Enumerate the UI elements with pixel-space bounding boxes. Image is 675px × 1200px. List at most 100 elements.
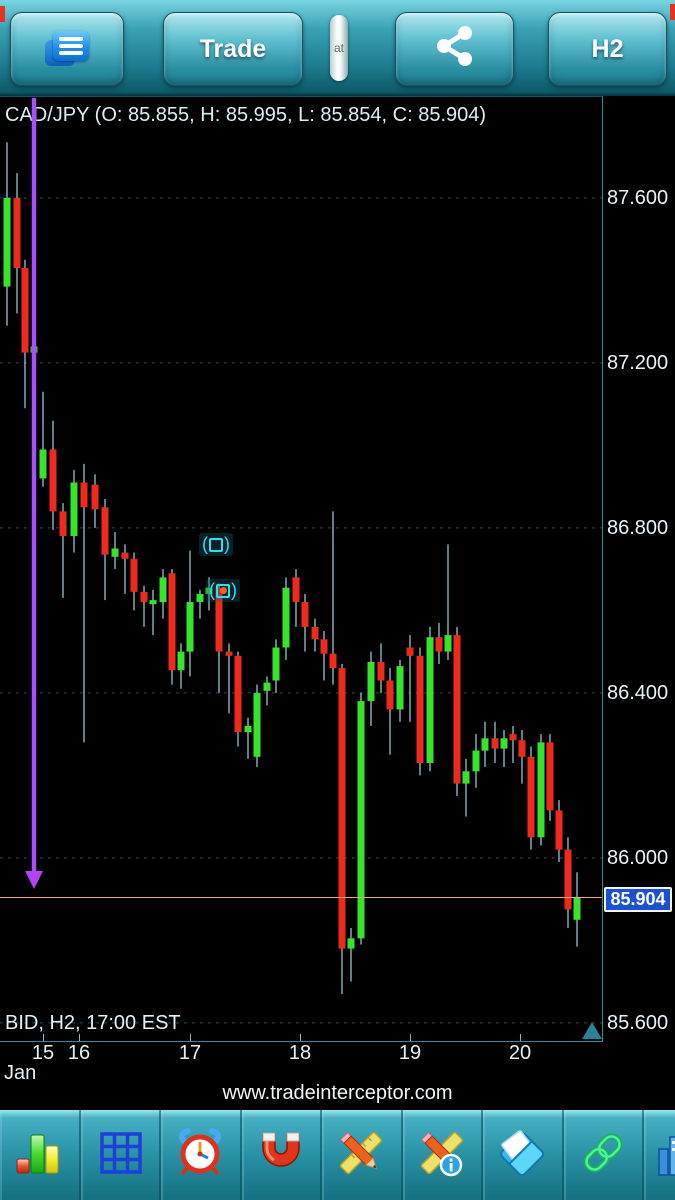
quotes-menu-button[interactable] xyxy=(10,12,124,86)
x-axis-tick xyxy=(410,1034,411,1041)
candle-body-down xyxy=(338,668,346,949)
candle-body-down xyxy=(215,587,223,652)
candle-body-down xyxy=(546,742,554,811)
x-axis-tick xyxy=(520,1034,521,1041)
y-axis-label: 87.600 xyxy=(607,186,669,209)
chart-status-line: BID, H2, 17:00 EST xyxy=(5,1012,181,1034)
candle-body-down xyxy=(518,740,526,757)
drawing-tools-info-icon xyxy=(416,1127,468,1184)
current-price-tag: 85.904 xyxy=(604,887,672,912)
candle-body-down xyxy=(234,655,242,733)
toolbar-item-markets[interactable] xyxy=(644,1110,675,1200)
candle-body-down xyxy=(49,449,57,512)
candle-body-down xyxy=(564,849,572,910)
collapsed-button-label: at xyxy=(333,41,344,55)
candle-body-up xyxy=(263,682,271,691)
candle-body-up xyxy=(39,449,47,479)
toolbar-item-link[interactable] xyxy=(564,1110,644,1200)
x-axis-label: 15 xyxy=(31,1042,55,1064)
toolbar-item-documents[interactable] xyxy=(483,1110,564,1200)
link-icon xyxy=(577,1127,629,1184)
candle-body-down xyxy=(101,507,109,555)
candle-body-up xyxy=(444,635,452,652)
candle-body-down xyxy=(527,756,535,838)
x-axis-label: 17 xyxy=(178,1042,202,1064)
candle-body-down xyxy=(225,651,233,656)
candle-body-up xyxy=(426,637,434,763)
toolbar-item-alerts[interactable] xyxy=(161,1110,242,1200)
bottom-toolbar xyxy=(0,1110,675,1200)
order-marker[interactable]: () xyxy=(206,579,240,602)
chart-region: CAD/JPY (O: 85.855, H: 85.995, L: 85.854… xyxy=(0,96,675,1110)
candle-body-up xyxy=(149,600,157,605)
alarm-clock-icon xyxy=(174,1127,226,1184)
drawing-tools-icon xyxy=(335,1127,387,1184)
candle-body-down xyxy=(435,637,443,652)
candle-body-down xyxy=(168,573,176,671)
y-axis-label: 86.400 xyxy=(607,681,669,704)
order-marker[interactable]: () xyxy=(199,533,233,556)
candle-body-up xyxy=(282,587,290,648)
candle-body-up xyxy=(396,666,404,710)
toolbar-item-grid[interactable] xyxy=(81,1110,161,1200)
top-toolbar: Trade at H2 xyxy=(0,0,675,96)
x-axis-month-label: Jan xyxy=(4,1062,37,1084)
candle-body-down xyxy=(377,661,385,681)
x-axis-tick xyxy=(79,1034,80,1041)
trade-button[interactable]: Trade xyxy=(163,12,303,86)
candle-body-up xyxy=(357,701,365,939)
share-button[interactable] xyxy=(395,12,514,86)
toolbar-item-chart-type[interactable] xyxy=(0,1110,81,1200)
candlestick-plot[interactable] xyxy=(0,96,603,1040)
x-axis-tick xyxy=(300,1034,301,1041)
x-axis-label: 20 xyxy=(508,1042,532,1064)
trend-arrow-head xyxy=(25,871,43,889)
chat-menu-icon xyxy=(43,28,91,70)
candle-body-up xyxy=(462,771,470,784)
candle-body-down xyxy=(329,653,337,669)
candle-body-down xyxy=(140,591,148,603)
y-axis-label: 85.600 xyxy=(607,1011,669,1034)
candle-body-down xyxy=(509,734,517,741)
candle-body-down xyxy=(21,268,29,353)
candle-body-up xyxy=(537,742,545,838)
candle-body-up xyxy=(3,197,11,287)
chart-title-ohlc: CAD/JPY (O: 85.855, H: 85.995, L: 85.854… xyxy=(5,104,487,126)
app-watermark-url: www.tradeinterceptor.com xyxy=(222,1082,453,1104)
candle-body-down xyxy=(91,484,99,510)
candle-body-up xyxy=(500,738,508,749)
collapsed-button[interactable]: at xyxy=(330,15,348,81)
grid-icon xyxy=(94,1127,146,1184)
toolbar-item-drawing-tools[interactable] xyxy=(322,1110,403,1200)
order-marker-dot xyxy=(219,587,227,594)
y-axis-label: 87.200 xyxy=(607,351,669,374)
candle-body-up xyxy=(177,651,185,671)
candle-body-up xyxy=(111,548,119,557)
candle-body-down xyxy=(555,810,563,850)
timeframe-button-label: H2 xyxy=(591,34,624,63)
x-axis-label: 16 xyxy=(67,1042,91,1064)
timeframe-button[interactable]: H2 xyxy=(548,12,667,86)
candle-body-up xyxy=(196,593,204,603)
candle-body-up xyxy=(472,750,480,772)
y-axis-label: 86.800 xyxy=(607,516,669,539)
candle-body-up xyxy=(573,897,581,920)
x-axis-label: 19 xyxy=(398,1042,422,1064)
candle-body-down xyxy=(121,552,129,559)
candle-body-up xyxy=(244,725,252,733)
candle-body-down xyxy=(320,639,328,654)
toolbar-item-drawing-tools-info[interactable] xyxy=(403,1110,483,1200)
toolbar-item-magnet[interactable] xyxy=(242,1110,322,1200)
candle-body-up xyxy=(253,692,261,757)
candle-body-down xyxy=(453,635,461,784)
candle-body-down xyxy=(301,602,309,627)
trend-arrow-line xyxy=(32,98,36,871)
candle-body-down xyxy=(13,197,21,268)
candle-body-up xyxy=(159,577,167,603)
documents-folder-icon xyxy=(496,1127,548,1184)
candle-body-down xyxy=(406,647,414,656)
trade-button-label: Trade xyxy=(199,34,267,63)
scroll-to-latest-icon[interactable] xyxy=(582,1022,602,1039)
magnet-icon xyxy=(255,1127,307,1184)
